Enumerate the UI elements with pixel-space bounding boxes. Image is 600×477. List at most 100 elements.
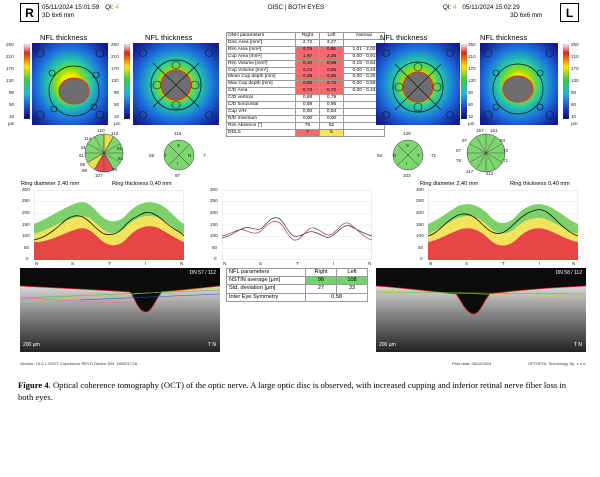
left-value: 2,36 [319,52,344,61]
colorbar-tick: 50 [9,102,15,107]
table-header: Left [336,267,368,278]
onh-table-body: Disc Area [mm²] 2,72 3,27 Rim Area [mm²] 0,7… [226,38,385,137]
right-value: 0,90 [295,107,320,116]
left-value: 0,36 [319,73,344,82]
parameter-name: C/D Area [226,87,296,96]
quadrant-label: 115 [174,131,182,136]
table-row: Std. deviation [µm] 27 33 [226,284,368,294]
left-qi-value: 4 [115,4,119,11]
parameter-name: Rim Absence [°] [226,121,296,130]
profile-x-tick: N [572,261,576,266]
report-title: DISC | BOTH EYES [268,4,325,11]
left-value: 0,72 [319,80,344,89]
colorbar-right [563,44,569,119]
profile-x-tick: N [35,261,39,266]
nfl-parameters-table: NFL parameters Right Left NSTIN average … [226,267,368,302]
table-row: Rim Volume [mm³] 0,10 0,06 0,15 - 0,54 [226,59,385,68]
clock-label: 112 [486,171,494,176]
footer-serial: Device S/N: 1550017/16 [94,361,138,366]
colorbar-mid-left [124,44,130,119]
colorbar-tick: 130 [6,78,14,83]
bscan-right[interactable]: DN 57 / 112 200 µm T N [20,268,220,352]
bscan-right-image [20,285,220,352]
colorbar-tick: 10 [9,114,15,119]
clock-label: 51 [81,145,87,150]
clock-label: 93 [500,138,506,143]
quadrant-chart-left [392,139,424,171]
colorbar-unit: µm [114,121,121,126]
parameter-name: C/D vertical [226,94,296,103]
table-row: NSTIN average [µm] 96 108 [226,276,368,286]
right-value: 2,72 [295,38,320,47]
clock-label: 78 [456,158,462,163]
quadrant-label: T [164,153,167,158]
footer-print-date: Print date: 26/12/2024 [452,361,492,366]
nfl-profile-left [428,190,578,260]
profile-y-tick: 300 [22,187,30,192]
left-eye-badge: L [560,3,579,22]
colorbar-tick: 130 [111,78,119,83]
nfl-profile-compare [222,190,372,260]
clock-hour-chart-right [84,133,124,173]
colorbar-tick: 90 [114,90,120,95]
table-row: Rim Area [mm²] 0,75 0,91 1,01 - 2,00 [226,45,385,54]
right-value: 7 [295,128,320,137]
colorbar-tick: 90 [468,90,474,95]
profile-y-tick: 200 [416,210,424,215]
right-qi-value: 4 [453,4,457,11]
colorbar-tick: 250 [571,42,579,47]
profile-y-tick: 0 [420,256,423,261]
colorbar-tick: 250 [6,42,14,47]
profile-y-tick: 150 [416,222,424,227]
colorbar-tick: 210 [571,54,579,59]
onh-parameters-table: ONH parameters Right Left Normal Disc Ar… [226,32,385,137]
left-value: 0,85 [319,66,344,75]
parameter-name: NSTIN average [µm] [226,276,306,286]
colorbar-tick: 10 [468,114,474,119]
thickness-map-right-disc [133,43,219,125]
profile-x-tick: I [145,261,147,266]
table-header-row: ONH parameters Right Left Normal [226,32,385,40]
quadrant-label: I [406,161,408,166]
left-value: 0,91 [319,45,344,54]
table-header: Normal [343,32,385,40]
profile-y-tick: 50 [418,245,424,250]
table-row: R/D minimum 0,00 0,00 [226,114,385,123]
right-value: 0,10 [295,59,320,68]
footer-device: SOCT Copernicus REVO [48,361,93,366]
right-value: 27 [305,284,337,294]
clock-label: 91 [117,146,123,151]
bscan-left[interactable]: DN 58 / 112 200 µm T N [376,268,586,352]
quadrant-label: 97 [175,173,181,178]
table-header: Left [319,32,344,40]
bscan-right-index: DN 57 / 112 [189,270,216,276]
profile-y-tick: 150 [210,222,218,227]
colorbar-tick: 10 [114,114,120,119]
profile-left-subtitle: Ring thickness 0,40 mm [112,181,172,187]
thickness-map-right-wide [32,43,108,125]
map-title: NFL thickness [380,33,428,42]
table-row: Cup Volume [mm³] 0,74 0,85 0,00 - 0,24 [226,66,385,75]
left-value: 0,95 [319,101,344,109]
footer-version: Version: 10.0.1 [20,361,47,366]
clock-label: 120 [97,128,105,133]
colorbar-tick: 250 [468,42,476,47]
map-title: NFL thickness [480,33,528,42]
colorbar-left-scale [23,43,31,120]
right-value: 0,88 [295,94,320,103]
profile-x-tick: N [180,261,184,266]
clock-label: 84 [118,156,124,161]
clock-label: 94 [112,167,118,172]
colorbar-unit: µm [571,121,578,126]
right-value: 75 [295,121,320,130]
quadrant-label: 93 [377,153,383,158]
colorbar-tick: 250 [111,42,119,47]
clock-label: 97 [462,138,468,143]
table-header: Right [295,32,320,40]
clock-label: 107 [95,173,103,178]
clock-label: 157 [476,128,484,133]
table-header: Right [305,267,337,278]
right-value: 96 [305,276,337,286]
left-value: 0,06 [319,59,344,68]
profile-right-subtitle: Ring thickness 0,40 mm [510,181,570,187]
